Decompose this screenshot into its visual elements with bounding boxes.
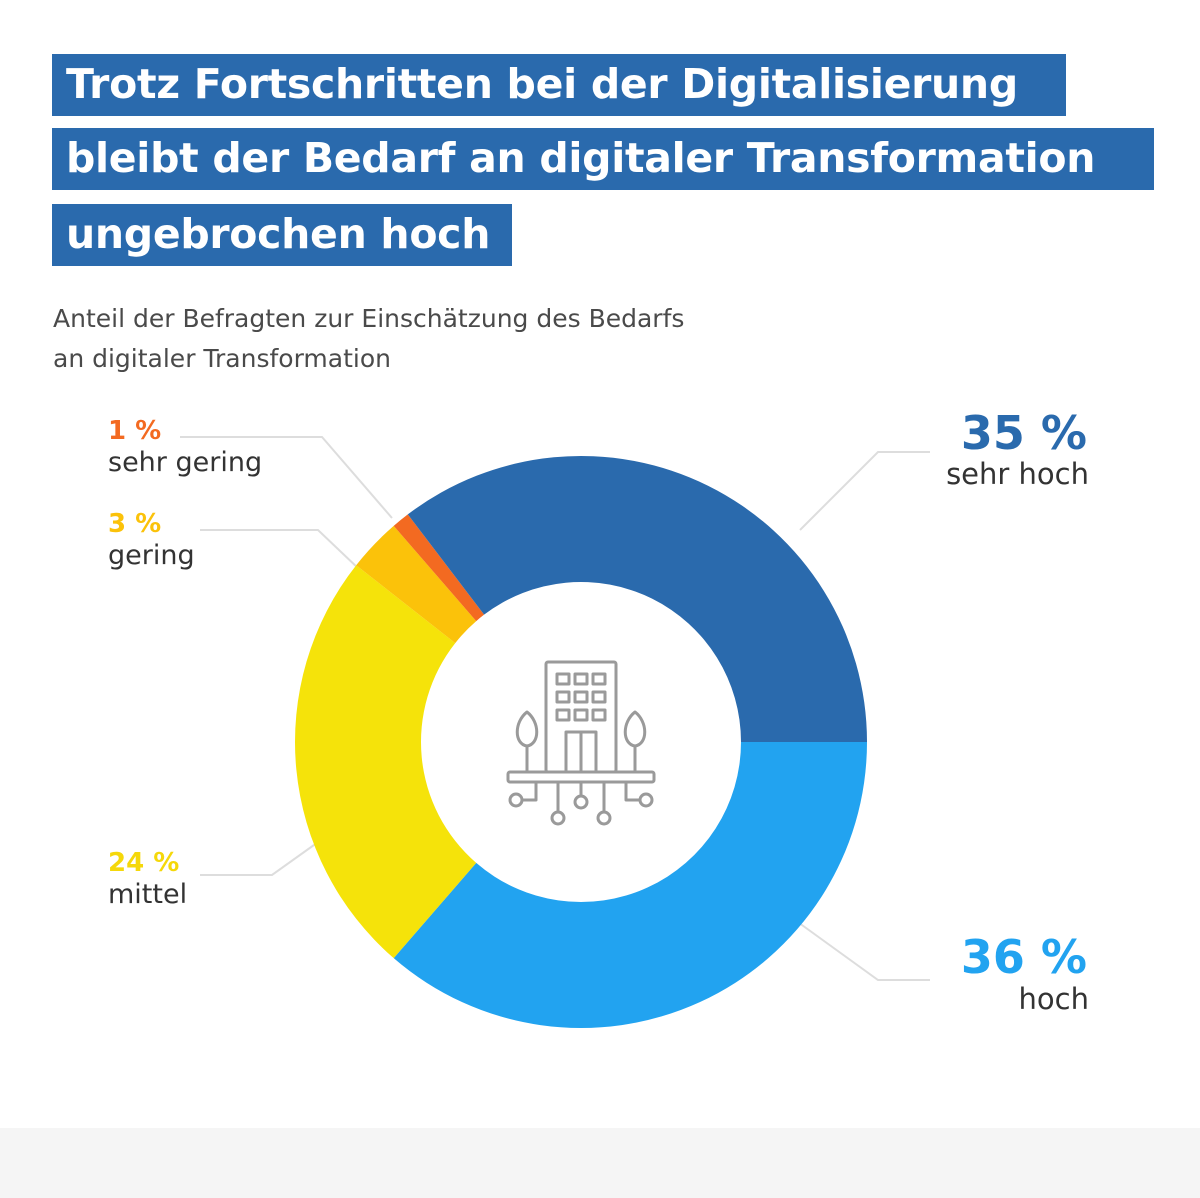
subtitle-line-2: an digitaler Transformation [53,344,391,373]
leader-sehr-hoch [799,451,930,531]
leader-mittel [200,829,336,876]
leader-sehr-gering [180,436,393,519]
label-hoch-pct: 36 % [960,930,1087,984]
label-gering-pct: 3 % [108,509,162,539]
label-sehr-gering-text: sehr gering [108,447,263,478]
title-line-1: Trotz Fortschritten bei der Digitalisier… [52,54,1066,116]
slice-hoch [393,742,867,1029]
label-sehr-hoch-pct: 35 % [960,406,1087,460]
label-mittel-text: mittel [108,879,188,910]
title-line-2: bleibt der Bedarf an digitaler Transform… [52,128,1154,190]
donut-slices [294,456,867,1029]
leader-gering [200,529,361,571]
slice-mittel [294,565,477,959]
slice-sehr-gering [393,514,485,622]
leader-lines [180,436,930,981]
label-gering-text: gering [108,540,195,571]
leader-hoch [794,919,930,981]
building-network-icon [506,660,656,826]
slice-sehr-hoch [407,456,867,742]
label-sehr-gering-pct: 1 % [108,416,162,446]
label-hoch-text: hoch [1018,982,1089,1016]
label-mittel-pct: 24 % [108,848,180,878]
label-sehr-hoch-text: sehr hoch [946,457,1089,491]
slice-gering [356,525,477,644]
subtitle-line-1: Anteil der Befragten zur Einschätzung de… [53,304,685,333]
title-line-3: ungebrochen hoch [52,204,512,266]
footer-band [0,1128,1200,1198]
